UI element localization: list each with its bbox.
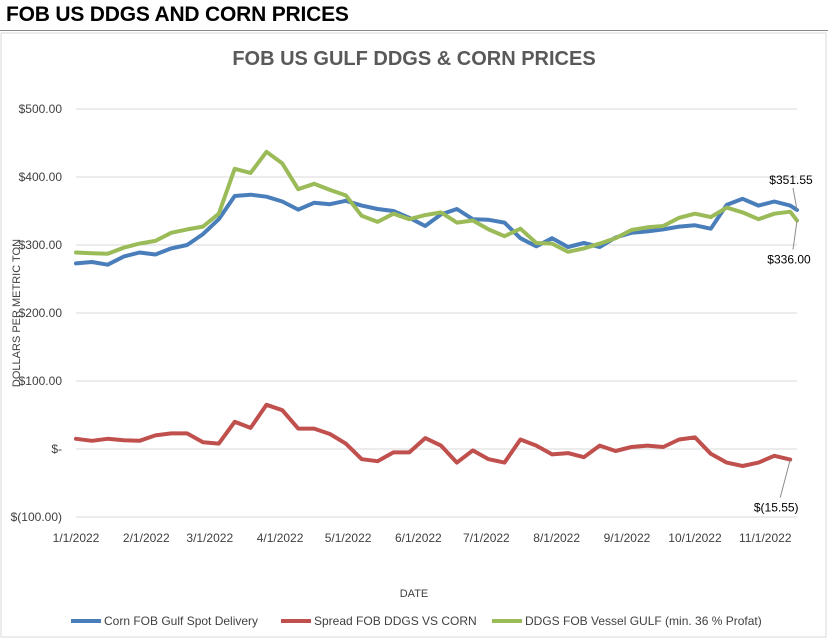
data-label: $336.00: [767, 253, 811, 267]
x-tick-label: 6/1/2022: [395, 531, 442, 545]
y-tick-label: $400.00: [19, 170, 63, 184]
legend: Corn FOB Gulf Spot Delivery Spread FOB DD…: [71, 614, 762, 628]
legend-label: DDGS FOB Vessel GULF (min. 36 % Profat): [525, 614, 762, 628]
legend-label: Corn FOB Gulf Spot Delivery: [104, 614, 258, 628]
y-tick-label: $200.00: [19, 306, 63, 320]
grid-layer: [76, 108, 797, 518]
y-axis-title: DOLLARS PER METRIC TON: [11, 239, 23, 387]
x-tick-label: 7/1/2022: [463, 531, 510, 545]
x-axis-ticks: 1/1/2022 2/1/2022 3/1/2022 4/1/2022 5/1/2022…: [53, 531, 792, 545]
y-tick-label: $500.00: [19, 102, 63, 116]
leader-line: [792, 187, 798, 211]
y-tick-label: $(100.00): [11, 510, 62, 524]
x-tick-label: 3/1/2022: [186, 531, 233, 545]
y-tick-label: $-: [51, 442, 62, 456]
x-tick-label: 2/1/2022: [123, 531, 170, 545]
x-tick-label: 10/1/2022: [668, 531, 722, 545]
leader-line: [779, 459, 791, 498]
page-heading: FOB US DDGS AND CORN PRICES: [6, 3, 349, 26]
chart-area-border: [0, 32, 827, 638]
data-label: $351.55: [769, 173, 813, 187]
series-line: [74, 402, 793, 468]
series-layer: [74, 149, 799, 468]
heading-divider: [0, 30, 828, 31]
series-line: [74, 149, 799, 256]
leader-line: [792, 220, 798, 250]
x-tick-label: 11/1/2022: [739, 531, 792, 545]
chart-title: FOB US GULF DDGS & CORN PRICES: [232, 48, 595, 70]
x-tick-label: 4/1/2022: [257, 531, 304, 545]
x-tick-label: 9/1/2022: [604, 531, 651, 545]
y-axis-ticks: $(100.00) $- $100.00 $200.00 $300.00 $400.00 $…: [11, 102, 63, 524]
y-tick-label: $100.00: [19, 374, 63, 388]
x-tick-label: 8/1/2022: [533, 531, 580, 545]
x-tick-label: 5/1/2022: [325, 531, 372, 545]
x-tick-label: 1/1/2022: [53, 531, 100, 545]
data-labels: $351.55 $(15.55) $336.00: [754, 173, 813, 515]
legend-label: Spread FOB DDGS VS CORN: [314, 614, 477, 628]
x-axis-title: DATE: [400, 588, 429, 600]
data-label: $(15.55): [754, 501, 799, 515]
y-tick-label: $300.00: [19, 238, 63, 252]
